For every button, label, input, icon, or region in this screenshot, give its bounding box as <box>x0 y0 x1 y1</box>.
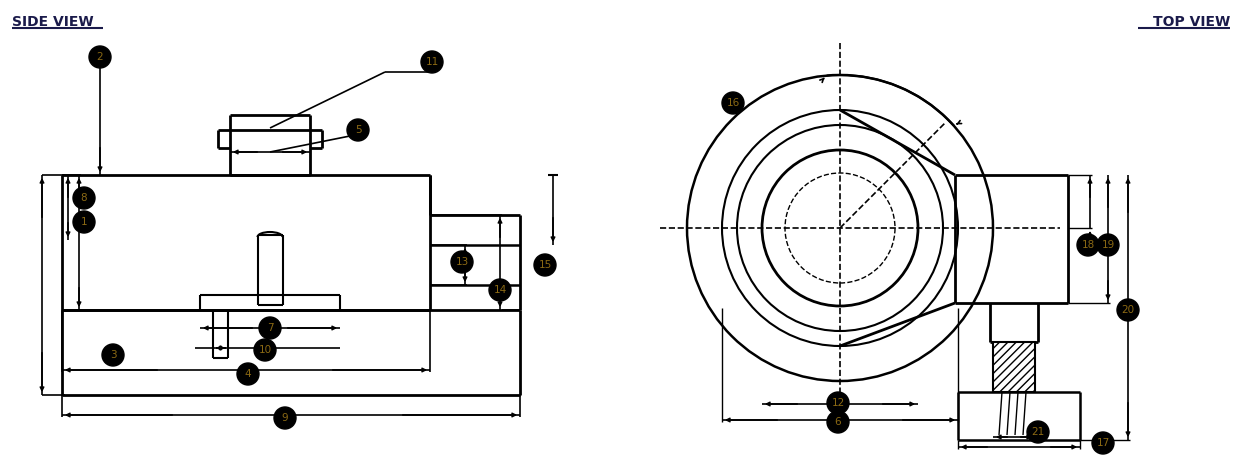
Circle shape <box>722 92 745 114</box>
Circle shape <box>102 344 124 366</box>
Text: 1: 1 <box>81 217 87 227</box>
Circle shape <box>1117 299 1139 321</box>
Circle shape <box>827 411 849 433</box>
Circle shape <box>73 211 96 233</box>
Circle shape <box>1092 432 1114 454</box>
Text: 14: 14 <box>494 285 506 295</box>
Circle shape <box>1028 421 1049 443</box>
Text: 9: 9 <box>282 413 288 423</box>
Text: 19: 19 <box>1101 240 1114 250</box>
Text: 13: 13 <box>455 257 469 267</box>
Text: 5: 5 <box>355 125 361 135</box>
Text: 2: 2 <box>97 52 103 62</box>
Text: 6: 6 <box>835 417 841 427</box>
Bar <box>993 342 1035 392</box>
Circle shape <box>237 363 259 385</box>
Circle shape <box>73 187 96 209</box>
Text: 4: 4 <box>244 369 252 379</box>
Circle shape <box>347 119 369 141</box>
Text: 12: 12 <box>831 398 845 408</box>
Circle shape <box>89 46 110 68</box>
Text: 21: 21 <box>1031 427 1045 437</box>
Text: SIDE VIEW: SIDE VIEW <box>12 15 93 29</box>
Circle shape <box>534 254 556 276</box>
Text: 3: 3 <box>109 350 117 360</box>
Circle shape <box>1097 234 1119 256</box>
Text: TOP VIEW: TOP VIEW <box>1153 15 1230 29</box>
Text: 20: 20 <box>1122 305 1134 315</box>
Circle shape <box>450 251 473 273</box>
Circle shape <box>274 407 297 429</box>
Circle shape <box>254 339 276 361</box>
Text: 7: 7 <box>267 323 273 333</box>
Circle shape <box>421 51 443 73</box>
Circle shape <box>489 279 511 301</box>
Text: 17: 17 <box>1096 438 1109 448</box>
Text: 10: 10 <box>258 345 272 355</box>
Text: 18: 18 <box>1081 240 1095 250</box>
Text: 15: 15 <box>539 260 552 270</box>
Text: 8: 8 <box>81 193 87 203</box>
Text: 11: 11 <box>426 57 438 67</box>
Circle shape <box>1077 234 1100 256</box>
Circle shape <box>259 317 280 339</box>
Circle shape <box>827 392 849 414</box>
Text: 16: 16 <box>726 98 740 108</box>
